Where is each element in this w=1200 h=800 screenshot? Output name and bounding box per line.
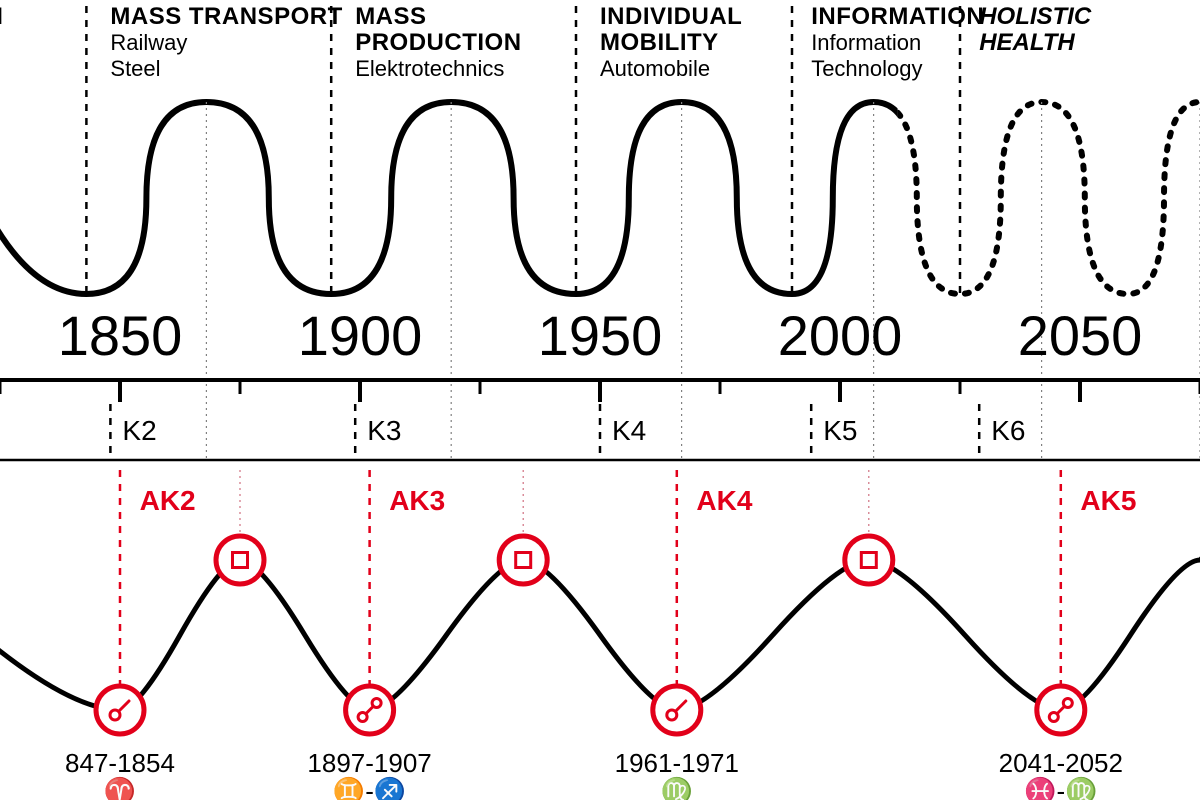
k-label: K2 — [122, 415, 156, 446]
conjunction-range: 1961-1971 — [615, 748, 739, 778]
conjunction-range: 847-1854 — [65, 748, 175, 778]
era-subtitle: Railway — [110, 30, 187, 55]
zodiac-glyph: ♊-♐ — [333, 776, 406, 800]
era-title: MASS TRANSPORT — [110, 3, 342, 30]
zodiac-glyph: ♍ — [661, 776, 693, 800]
era-subtitle: Information — [811, 30, 921, 55]
era-title: HOLISTIC — [979, 3, 1092, 30]
year-label: 1950 — [538, 304, 663, 367]
zodiac-glyph: ♈ — [104, 776, 136, 800]
kondratiev-wave — [0, 102, 1200, 294]
conjunction-range: 2041-2052 — [999, 748, 1123, 778]
k-label: K5 — [823, 415, 857, 446]
year-label: 1850 — [58, 304, 183, 367]
era-title: MOBILITY — [600, 29, 719, 56]
astro-marker — [653, 686, 701, 734]
k-label: K4 — [612, 415, 646, 446]
era-title: PRODUCTION — [355, 29, 521, 56]
astro-marker — [845, 536, 893, 584]
astro-wave — [0, 540, 1200, 710]
zodiac-glyph: ♓-♍ — [1024, 776, 1097, 800]
astro-marker — [499, 536, 547, 584]
year-label: 2050 — [1018, 304, 1143, 367]
ak-label: AK4 — [696, 485, 752, 516]
era-subtitle: Steel — [110, 56, 160, 81]
year-label: 1900 — [298, 304, 423, 367]
ak-label: AK2 — [140, 485, 196, 516]
astro-marker — [216, 536, 264, 584]
k-label: K6 — [991, 415, 1025, 446]
astro-marker — [1037, 686, 1085, 734]
ak-label: AK3 — [389, 485, 445, 516]
era-title: INDIVIDUAL — [600, 3, 742, 30]
astro-marker — [96, 686, 144, 734]
astro-marker — [346, 686, 394, 734]
kondratiev-wave-forecast — [0, 102, 1200, 294]
year-label: 2000 — [778, 304, 903, 367]
era-subtitle: Automobile — [600, 56, 710, 81]
conjunction-range: 1897-1907 — [307, 748, 431, 778]
k-label: K3 — [367, 415, 401, 446]
era-title: ON — [0, 3, 3, 30]
era-title: INFORMATION — [811, 3, 984, 30]
era-title: HEALTH — [979, 29, 1075, 56]
era-title: MASS — [355, 3, 426, 30]
era-subtitle: Technology — [811, 56, 922, 81]
era-subtitle: Elektrotechnics — [355, 56, 504, 81]
ak-label: AK5 — [1080, 485, 1136, 516]
